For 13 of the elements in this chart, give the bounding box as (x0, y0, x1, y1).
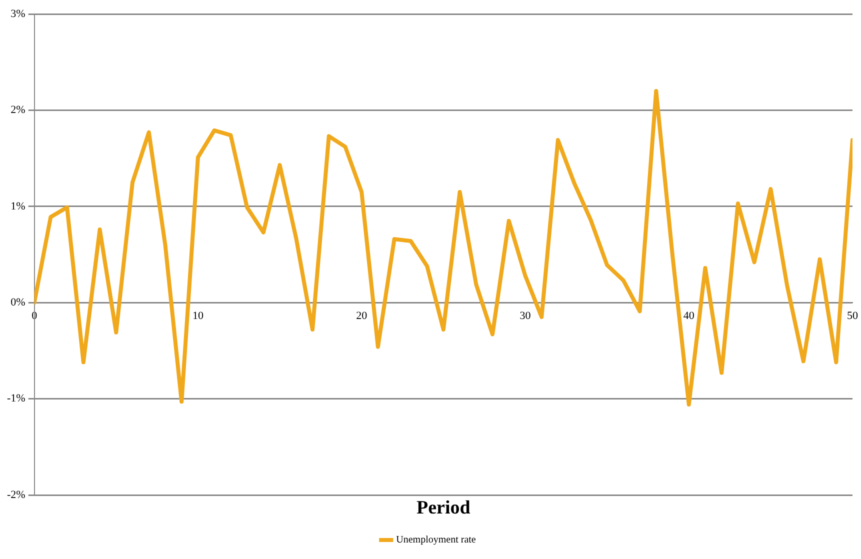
y-tick-label: -1% (7, 392, 26, 405)
y-tick-label: 2% (10, 104, 26, 116)
y-tick-label: 3% (10, 8, 26, 20)
y-tick-label: -2% (7, 488, 26, 501)
x-tick-label: 30 (520, 310, 532, 322)
x-axis-title: Period (416, 497, 471, 518)
x-tick-label: 50 (847, 310, 858, 322)
y-tick-label: 1% (10, 200, 26, 212)
x-tick-label: 10 (192, 310, 204, 322)
x-tick-label: 40 (683, 310, 695, 322)
legend-label: Unemployment rate (396, 534, 476, 546)
y-tick-label: 0% (10, 296, 26, 308)
x-tick-label: 20 (356, 310, 368, 322)
